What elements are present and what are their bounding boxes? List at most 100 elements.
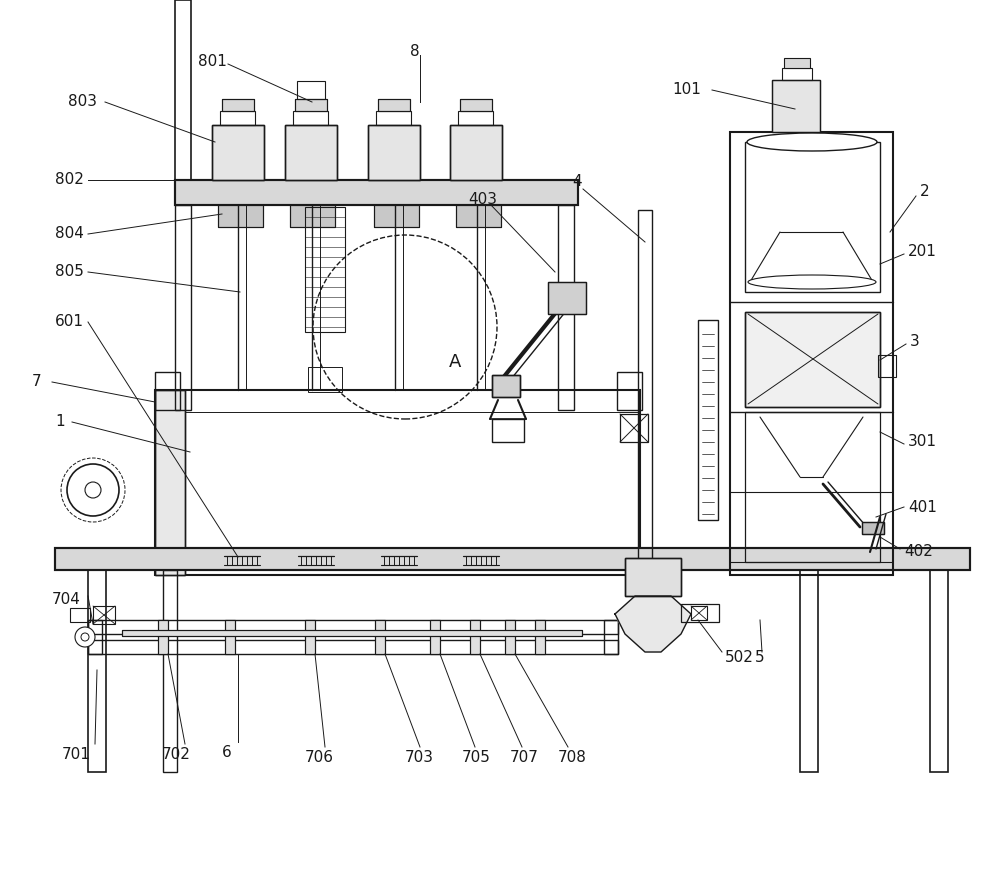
- Bar: [460, 99, 492, 111]
- Text: 701: 701: [62, 746, 91, 761]
- Bar: [285, 125, 337, 180]
- Bar: [212, 125, 264, 180]
- Bar: [782, 68, 812, 80]
- Bar: [295, 99, 327, 111]
- Bar: [305, 620, 315, 654]
- Circle shape: [85, 482, 101, 498]
- Bar: [305, 620, 315, 654]
- Bar: [470, 620, 480, 654]
- Text: 201: 201: [908, 244, 937, 260]
- Text: 7: 7: [32, 374, 42, 390]
- Bar: [784, 58, 810, 68]
- Bar: [617, 372, 642, 410]
- Bar: [175, 205, 191, 410]
- Bar: [122, 630, 582, 636]
- Text: 802: 802: [55, 173, 84, 187]
- Bar: [295, 99, 327, 111]
- Bar: [297, 81, 325, 99]
- Bar: [88, 620, 102, 654]
- Bar: [470, 620, 480, 654]
- Bar: [800, 570, 818, 772]
- Bar: [225, 620, 235, 654]
- Ellipse shape: [748, 275, 876, 289]
- Bar: [930, 570, 948, 772]
- Bar: [175, 0, 191, 180]
- Bar: [374, 205, 419, 227]
- Text: 402: 402: [904, 544, 933, 560]
- Text: 5: 5: [755, 650, 765, 664]
- Bar: [375, 620, 385, 654]
- Text: 3: 3: [910, 335, 920, 350]
- Bar: [456, 205, 501, 227]
- Bar: [220, 111, 255, 125]
- Bar: [535, 620, 545, 654]
- Text: 2: 2: [920, 185, 930, 200]
- Bar: [460, 99, 492, 111]
- Bar: [55, 548, 970, 570]
- Bar: [558, 205, 574, 410]
- Text: 704: 704: [52, 592, 81, 608]
- Bar: [368, 125, 420, 180]
- Bar: [308, 367, 342, 392]
- Bar: [225, 620, 235, 654]
- Bar: [625, 558, 681, 596]
- Bar: [620, 414, 648, 442]
- Text: 1: 1: [55, 414, 65, 430]
- Bar: [155, 372, 180, 410]
- Bar: [625, 558, 681, 596]
- Bar: [745, 312, 880, 407]
- Text: 502: 502: [725, 650, 754, 664]
- Text: 601: 601: [55, 315, 84, 330]
- Bar: [878, 355, 896, 377]
- Text: 707: 707: [510, 750, 539, 765]
- Bar: [730, 132, 893, 575]
- Text: 8: 8: [410, 44, 420, 59]
- Bar: [862, 522, 884, 534]
- Text: 801: 801: [198, 54, 227, 70]
- Text: A: A: [449, 353, 461, 371]
- Bar: [155, 390, 185, 575]
- Bar: [293, 111, 328, 125]
- Bar: [375, 620, 385, 654]
- Text: 804: 804: [55, 227, 84, 242]
- Bar: [88, 620, 618, 634]
- Bar: [456, 205, 501, 227]
- Polygon shape: [615, 596, 691, 652]
- Text: 101: 101: [672, 83, 701, 98]
- Text: 403: 403: [468, 193, 497, 208]
- Bar: [55, 548, 970, 570]
- Bar: [430, 620, 440, 654]
- Bar: [374, 205, 419, 227]
- Bar: [681, 604, 719, 622]
- Text: 708: 708: [558, 750, 587, 765]
- Bar: [368, 125, 420, 180]
- Bar: [492, 375, 520, 397]
- Bar: [175, 180, 578, 205]
- Bar: [492, 375, 520, 397]
- Bar: [158, 620, 168, 654]
- Bar: [290, 205, 335, 227]
- Text: 805: 805: [55, 264, 84, 280]
- Bar: [691, 606, 707, 620]
- Text: 6: 6: [222, 745, 232, 760]
- Bar: [745, 312, 880, 407]
- Bar: [88, 640, 618, 654]
- Bar: [378, 99, 410, 111]
- Bar: [155, 390, 640, 575]
- Bar: [698, 320, 718, 520]
- Bar: [222, 99, 254, 111]
- Bar: [548, 282, 586, 314]
- Bar: [218, 205, 263, 227]
- Text: 4: 4: [572, 174, 582, 189]
- Bar: [218, 205, 263, 227]
- Bar: [155, 390, 185, 575]
- Bar: [450, 125, 502, 180]
- Bar: [450, 125, 502, 180]
- Bar: [122, 630, 582, 636]
- Text: 702: 702: [162, 746, 191, 761]
- Circle shape: [81, 633, 89, 641]
- Ellipse shape: [747, 133, 877, 151]
- Bar: [604, 620, 618, 654]
- Bar: [862, 522, 884, 534]
- Bar: [535, 620, 545, 654]
